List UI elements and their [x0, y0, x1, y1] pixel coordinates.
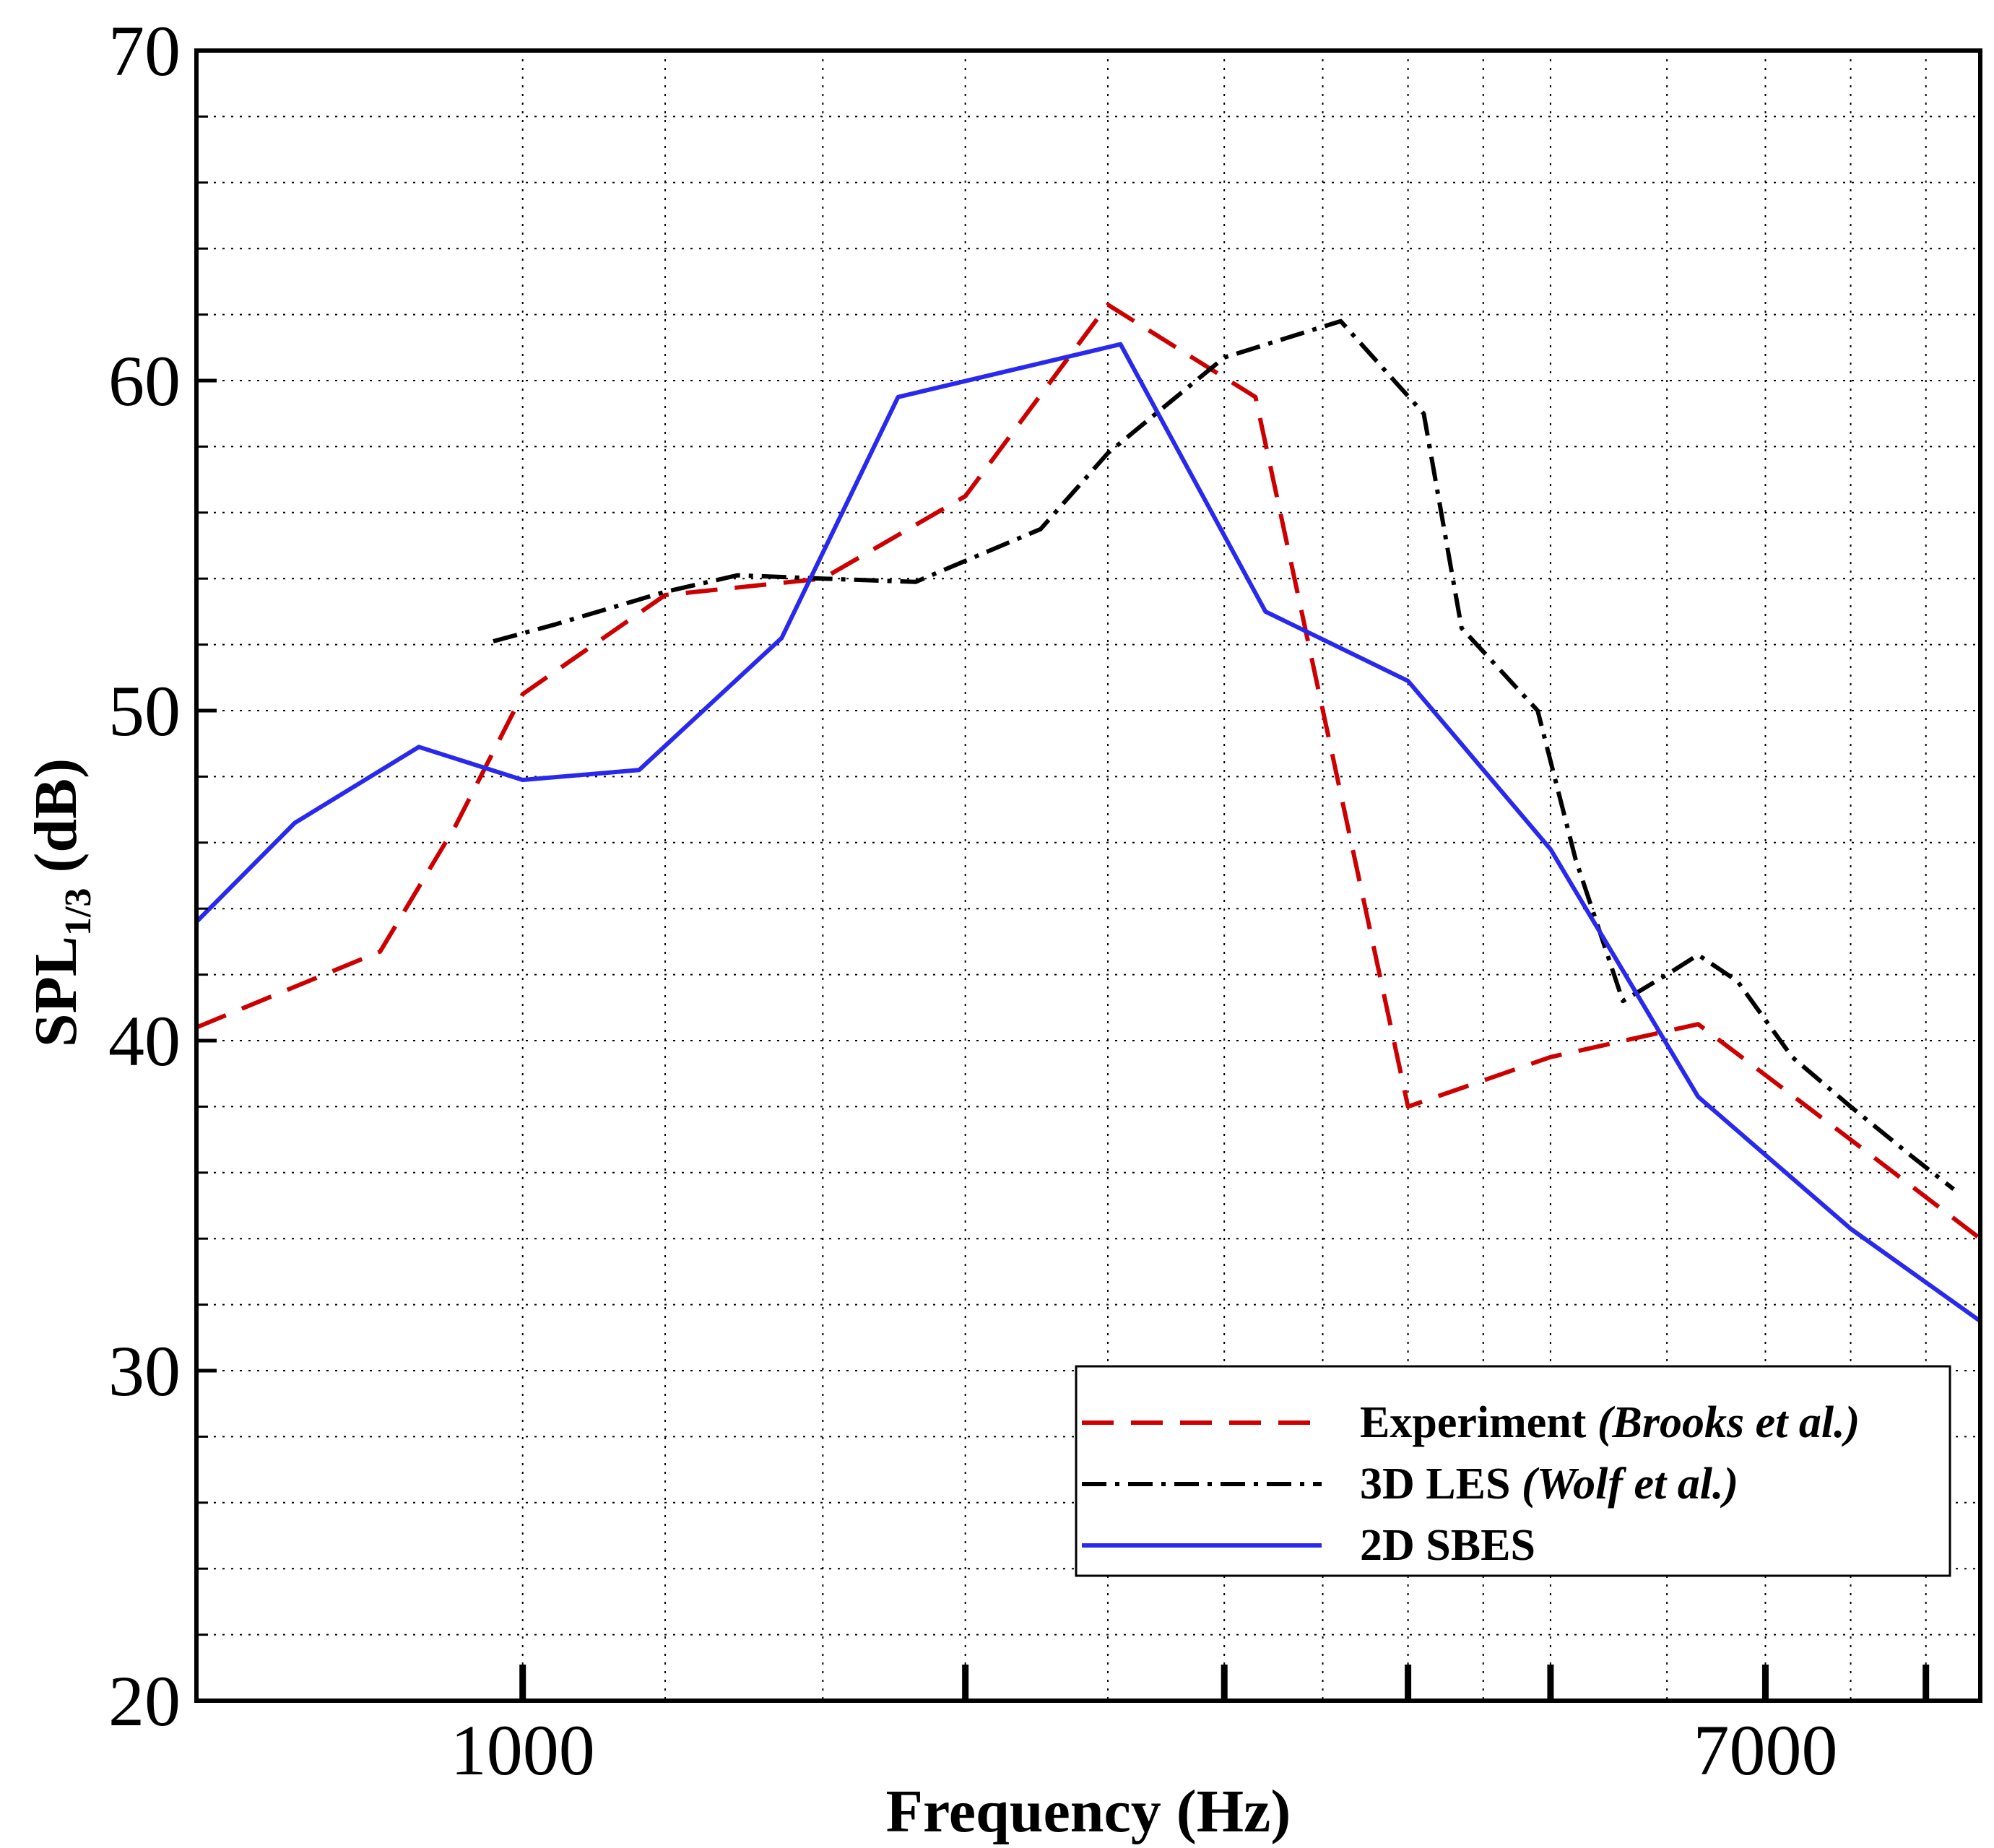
x-axis-title: Frequency (Hz) [886, 1778, 1291, 1845]
legend-label-experiment: Experiment (Brooks et al.) [1360, 1398, 1860, 1447]
y-tick-label: 50 [108, 671, 181, 751]
y-tick-label: 60 [108, 341, 181, 421]
legend-experiment-name: Experiment [1360, 1398, 1587, 1447]
legend-3d-les-name: 3D LES [1360, 1459, 1510, 1509]
legend-experiment-source: (Brooks et al.) [1598, 1398, 1860, 1447]
y-axis-title-main: SPL [22, 936, 90, 1047]
x-tick-label: 7000 [1693, 1710, 1837, 1790]
legend-label-3d-les: 3D LES (Wolf et al.) [1360, 1459, 1738, 1509]
legend-3d-les-source: (Wolf et al.) [1522, 1459, 1738, 1509]
y-axis-title-unit: (dB) [22, 758, 90, 888]
x-tick-label: 1000 [451, 1710, 595, 1790]
chart: 20 30 40 50 60 70 1000 7000 SPL1/3 (dB) Frequen… [0, 0, 1994, 1848]
legend: Experiment (Brooks et al.) 3D LES (Wolf … [1076, 1366, 1950, 1576]
y-axis-title-subscript: 1/3 [58, 888, 99, 936]
y-tick-label: 20 [108, 1661, 181, 1741]
y-tick-label: 30 [108, 1331, 181, 1411]
y-tick-label: 40 [108, 1001, 181, 1081]
y-tick-label: 70 [108, 11, 181, 91]
legend-label-2d-sbes: 2D SBES [1360, 1521, 1535, 1570]
